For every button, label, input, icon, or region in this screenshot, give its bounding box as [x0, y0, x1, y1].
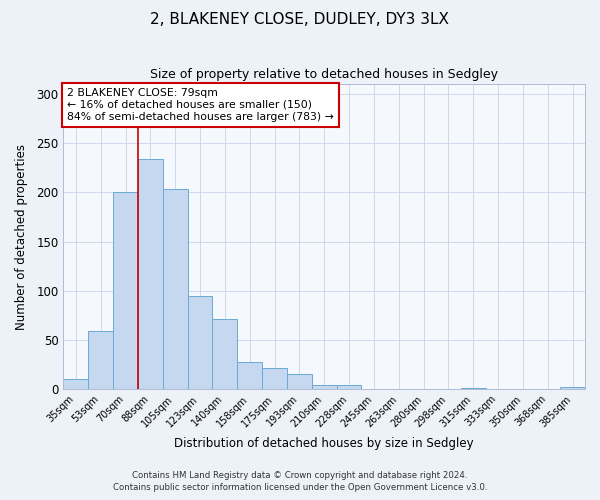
Bar	[262, 368, 287, 389]
Text: 2, BLAKENEY CLOSE, DUDLEY, DY3 3LX: 2, BLAKENEY CLOSE, DUDLEY, DY3 3LX	[151, 12, 449, 28]
Bar	[138, 159, 163, 389]
Bar	[113, 192, 138, 389]
Bar	[337, 385, 361, 389]
Bar	[212, 319, 237, 389]
Bar	[287, 374, 312, 389]
Bar	[163, 188, 188, 389]
Bar	[64, 379, 88, 389]
Title: Size of property relative to detached houses in Sedgley: Size of property relative to detached ho…	[150, 68, 498, 80]
Bar	[88, 331, 113, 389]
Bar	[188, 296, 212, 389]
Bar	[560, 387, 585, 389]
Bar	[312, 385, 337, 389]
X-axis label: Distribution of detached houses by size in Sedgley: Distribution of detached houses by size …	[175, 437, 474, 450]
Bar	[237, 362, 262, 389]
Bar	[461, 388, 485, 389]
Y-axis label: Number of detached properties: Number of detached properties	[15, 144, 28, 330]
Text: 2 BLAKENEY CLOSE: 79sqm
← 16% of detached houses are smaller (150)
84% of semi-d: 2 BLAKENEY CLOSE: 79sqm ← 16% of detache…	[67, 88, 334, 122]
Text: Contains HM Land Registry data © Crown copyright and database right 2024.
Contai: Contains HM Land Registry data © Crown c…	[113, 471, 487, 492]
